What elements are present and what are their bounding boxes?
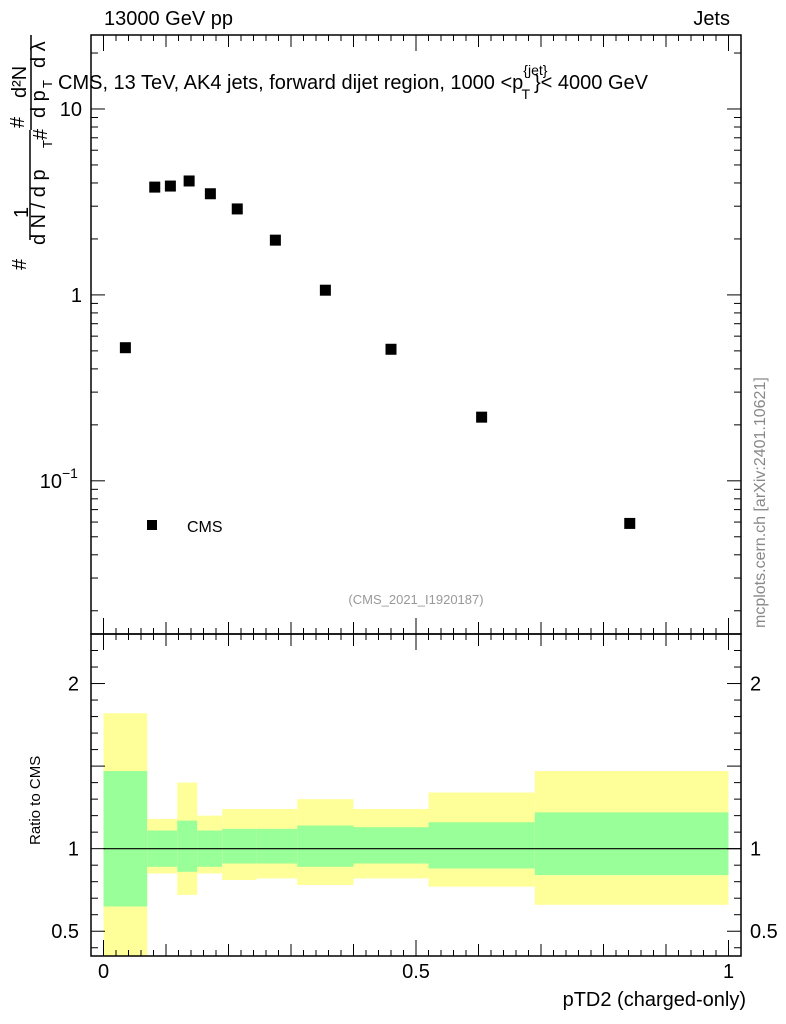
y-axis-label: # 1 d N / d p T # d²N # d p T d λ	[7, 35, 55, 270]
data-point-cms	[204, 188, 216, 200]
ratio-band-green	[177, 820, 198, 872]
svg-text:#: #	[30, 128, 52, 140]
header-energy-label: 13000 GeV pp	[104, 8, 233, 30]
data-point-cms	[476, 411, 488, 423]
analysis-id: (CMS_2021_I1920187)	[348, 592, 483, 607]
legend-label-cms: CMS	[187, 519, 223, 536]
data-point-cms	[624, 517, 636, 529]
ratio-y-tick-label-right: 0.5	[750, 921, 778, 943]
ratio-band-green	[534, 812, 729, 876]
x-tick-label: 0	[98, 961, 109, 983]
y-tick-label: 1	[71, 285, 82, 307]
ratio-y-tick-label-left: 2	[68, 674, 79, 696]
ratio-y-tick-label-right: 1	[750, 839, 761, 861]
data-point-cms	[231, 203, 243, 215]
ratio-band-green	[353, 827, 429, 864]
data-point-cms	[319, 284, 331, 296]
svg-text:1: 1	[11, 207, 33, 218]
x-tick-label: 1	[723, 961, 734, 983]
y-tick-label: 10	[60, 99, 82, 121]
x-tick-label: 0.5	[402, 961, 430, 983]
watermark: mcplots.cern.ch [arXiv:2401.10621]	[752, 377, 769, 628]
svg-text:d p: d p	[28, 90, 50, 118]
header-jets-label: Jets	[693, 8, 730, 30]
svg-text:d N / d p: d N / d p	[28, 169, 50, 245]
ratio-y-label: Ratio to CMS	[27, 756, 44, 845]
y-tick-label-exponent: −1	[62, 465, 78, 481]
ratio-y-tick-label-left: 0.5	[51, 921, 79, 943]
ratio-band-green	[222, 828, 257, 864]
data-point-cms	[164, 180, 176, 192]
ratio-band-green	[297, 825, 354, 867]
data-point-cms	[183, 175, 195, 187]
svg-text:#: #	[9, 258, 31, 270]
ratio-y-tick-label-right: 2	[750, 674, 761, 696]
svg-text:T: T	[40, 80, 55, 88]
x-axis-label: pTD2 (charged-only)	[563, 989, 746, 1011]
data-point-cms	[149, 181, 161, 193]
chart-title: CMS, 13 TeV, AK4 jets, forward dijet reg…	[58, 62, 649, 102]
ratio-band-green	[428, 822, 535, 869]
svg-text:#: #	[7, 116, 29, 128]
ratio-band-green	[256, 828, 298, 864]
data-point-cms	[119, 342, 131, 354]
svg-text:T: T	[40, 140, 55, 148]
ratio-band-green	[103, 771, 148, 907]
data-point-cms	[269, 234, 281, 246]
main-plot-frame	[90, 34, 742, 635]
svg-text:d²N: d²N	[9, 66, 31, 98]
svg-text:d λ: d λ	[28, 41, 50, 68]
legend-marker-cms	[147, 520, 157, 530]
data-point-cms	[385, 343, 397, 355]
ratio-y-tick-label-left: 1	[68, 839, 79, 861]
y-tick-label: 10	[40, 471, 62, 493]
